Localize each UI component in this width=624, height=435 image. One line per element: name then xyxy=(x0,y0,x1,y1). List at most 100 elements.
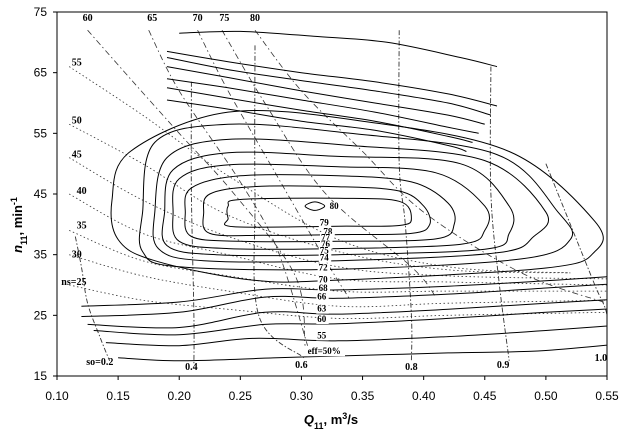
blade-angle-label: 60 xyxy=(83,13,93,24)
contour-label-background xyxy=(318,253,332,263)
y-axis-title-sub: 11 xyxy=(19,235,29,245)
blade-angle-line xyxy=(254,29,607,304)
efficiency-contour xyxy=(118,344,607,362)
efficiency-contour-label: 76 xyxy=(321,239,331,249)
efficiency-contour xyxy=(152,138,550,263)
upper-efficiency-contour xyxy=(166,78,479,134)
chord-angle-label: 40 xyxy=(77,186,87,197)
y-axis-title-main: n xyxy=(10,245,25,253)
guide-vane-label: 1.0 xyxy=(595,353,608,364)
contour-label-background xyxy=(316,331,329,341)
efficiency-contour-label: 70 xyxy=(319,275,329,285)
guide-vane-line xyxy=(398,30,413,361)
efficiency-contour-label: 80 xyxy=(330,201,340,211)
x-tick-label: 0.10 xyxy=(45,389,69,403)
efficiency-contour-label: 72 xyxy=(319,262,329,272)
upper-efficiency-contour xyxy=(166,57,492,116)
blade-angle-line xyxy=(197,30,351,301)
efficiency-contour-label: 75 xyxy=(320,246,330,256)
x-axis-title-unit: , m xyxy=(323,412,342,427)
blade-angle-line xyxy=(87,29,306,346)
x-axis-title-unit-sup: 3 xyxy=(342,411,347,421)
blade-angle-label: 65 xyxy=(147,13,157,24)
x-tick-label: 0.50 xyxy=(534,389,558,403)
y-axis-title-unit: , min xyxy=(10,205,25,235)
x-tick-label: 0.55 xyxy=(595,389,619,403)
blade-angle-label: 75 xyxy=(219,13,229,24)
contour-label-background xyxy=(317,284,330,294)
x-tick-label: 0.20 xyxy=(168,389,192,403)
guide-vane-label: so=0.2 xyxy=(86,357,113,368)
efficiency-contour-label: 63 xyxy=(317,304,327,314)
chord-angle-line xyxy=(69,284,607,319)
chord-angle-line xyxy=(69,254,607,308)
chord-angle-line xyxy=(69,193,607,286)
efficiency-contour xyxy=(81,276,607,307)
efficiency-contour xyxy=(161,151,515,257)
efficiency-contour xyxy=(93,308,607,336)
efficiency-contour xyxy=(81,283,607,317)
contour-label-background xyxy=(317,263,330,273)
upper-efficiency-contour xyxy=(179,30,498,68)
x-axis-title: Q11, m3/s xyxy=(304,411,358,431)
efficiency-contour xyxy=(105,325,607,347)
contour-label-background xyxy=(320,233,333,243)
blade-angle-line xyxy=(221,29,437,298)
y-tick-label: 65 xyxy=(34,66,48,80)
contour-label-background xyxy=(316,304,329,314)
chord-angle-label: 35 xyxy=(77,221,87,232)
guide-vane-label: 0.8 xyxy=(405,362,418,373)
chord-angle-label: 45 xyxy=(72,150,82,161)
x-tick-label: 0.25 xyxy=(229,389,253,403)
upper-efficiency-contour xyxy=(166,50,498,107)
y-tick-label: 75 xyxy=(34,5,48,19)
guide-vane-label: 0.6 xyxy=(295,360,308,371)
plot-area xyxy=(68,29,607,364)
efficiency-contour-label: 55 xyxy=(317,330,327,340)
efficiency-contour xyxy=(110,109,604,283)
efficiency-contour xyxy=(304,201,326,211)
contour-label-background xyxy=(322,227,335,237)
x-axis-title-unit-tail: /s xyxy=(347,412,358,427)
upper-efficiency-contour xyxy=(166,99,467,152)
chord-angle-label: 30 xyxy=(72,250,82,261)
contour-label-background xyxy=(318,246,332,256)
efficiency-contour-label: 68 xyxy=(319,283,329,293)
efficiency-contour-label: 78 xyxy=(323,227,333,237)
contour-label-background xyxy=(320,239,333,249)
y-tick-label: 35 xyxy=(34,248,48,262)
guide-vane-line xyxy=(489,66,510,361)
y-axis-title-unit-sup: -1 xyxy=(9,197,19,205)
guide-vane-line xyxy=(190,81,195,364)
upper-efficiency-contour xyxy=(166,87,473,143)
blade-angle-line xyxy=(148,30,308,346)
efficiency-contour xyxy=(184,174,456,243)
x-axis-title-main: Q xyxy=(304,412,314,427)
efficiency-contour-label: 74 xyxy=(320,253,330,263)
x-tick-label: 0.35 xyxy=(351,389,375,403)
y-tick-label: 25 xyxy=(34,308,48,322)
chord-angle-line xyxy=(68,157,607,280)
chord-angle-label: 50 xyxy=(72,116,82,127)
efficiency-contour xyxy=(138,123,574,271)
x-tick-label: 0.15 xyxy=(106,389,130,403)
y-tick-label: 45 xyxy=(34,187,48,201)
efficiency-contour-label: 60 xyxy=(317,314,327,324)
guide-vane-line xyxy=(74,236,111,361)
efficiency-contour xyxy=(223,197,412,228)
contour-label-background xyxy=(316,292,329,302)
contour-label-background xyxy=(317,275,330,285)
contour-label-background xyxy=(306,347,345,357)
efficiency-contour-label: 79 xyxy=(320,218,330,228)
y-axis-title: n11, min-1 xyxy=(9,197,29,253)
efficiency-contour xyxy=(202,185,431,237)
blade-angle-label: 70 xyxy=(193,13,203,24)
x-tick-label: 0.40 xyxy=(412,389,436,403)
contour-label-background xyxy=(316,315,329,324)
y-tick-label: 55 xyxy=(34,126,48,140)
efficiency-contour xyxy=(172,163,490,250)
guide-vane-label: 0.4 xyxy=(185,362,198,373)
